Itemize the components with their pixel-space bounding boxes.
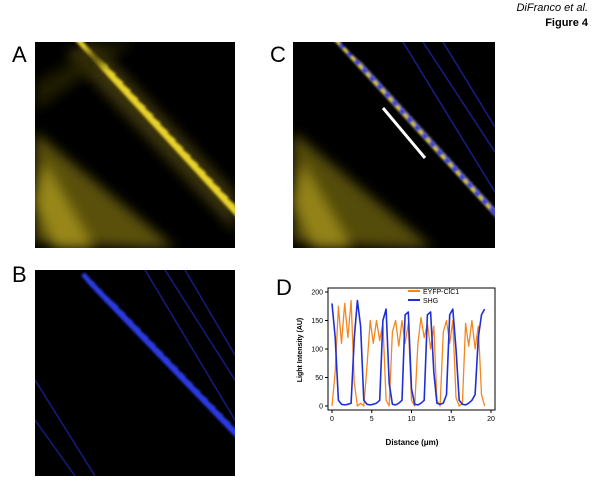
x-tick-label: 15	[447, 416, 455, 423]
legend-label-shg: SHG	[423, 298, 438, 305]
y-tick-label: 100	[311, 347, 323, 354]
sarcomere-stripe	[488, 206, 495, 217]
y-axis-label: Light Intensity (AU)	[297, 318, 304, 383]
x-axis-label: Distance (μm)	[386, 438, 439, 447]
figure-label: Figure 4	[545, 17, 588, 29]
series-line-shg	[331, 299, 486, 406]
line-profile-marker	[381, 107, 427, 159]
y-tick-label: 150	[311, 318, 323, 325]
sarcomere-stripe	[485, 203, 495, 217]
sarcomere-stripe	[221, 196, 235, 216]
x-tick-label: 0	[330, 416, 334, 423]
y-tick-label: 50	[315, 375, 323, 382]
panel-c-letter: C	[270, 42, 286, 67]
panel-a-letter: A	[12, 42, 27, 67]
sarcomere-stripe	[477, 194, 495, 217]
x-tick-label: 10	[408, 416, 416, 423]
sarcomere-stripe	[228, 204, 235, 216]
sarcomere-stripe	[481, 198, 495, 217]
legend-label-eyfp: EYFP-ClC1	[423, 289, 459, 296]
chart-legend: EYFP-ClC1 SHG	[408, 289, 459, 305]
x-tick-label: 20	[487, 416, 495, 423]
panel-b-letter: B	[12, 262, 27, 287]
y-tick-label: 0	[319, 404, 323, 411]
panel-b-micrograph	[35, 270, 235, 476]
x-tick-label: 5	[370, 416, 374, 423]
y-tick-label: 200	[311, 290, 323, 297]
author-label: DiFranco et al.	[516, 2, 588, 14]
panel-a-micrograph	[35, 42, 235, 248]
sarcomere-stripe	[223, 420, 235, 438]
panel-c-micrograph	[293, 42, 495, 248]
panel-d-letter: D	[276, 275, 292, 300]
